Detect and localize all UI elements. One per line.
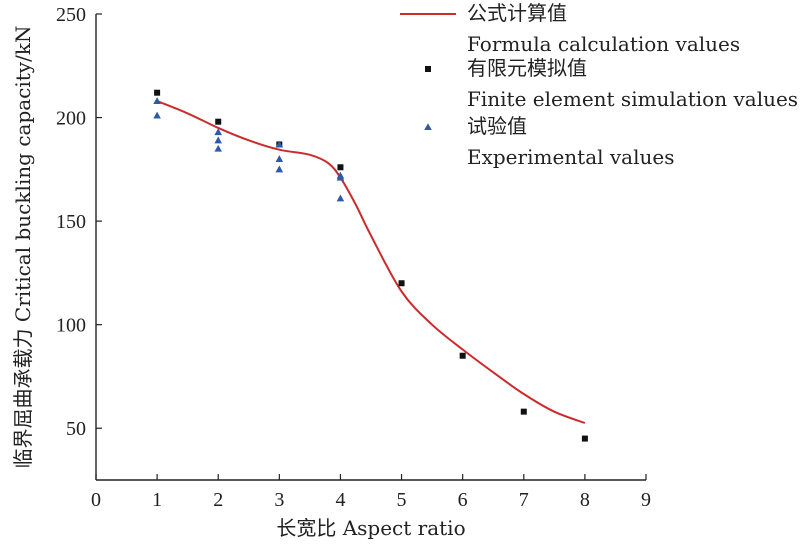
fem-point xyxy=(215,118,222,125)
experimental-point xyxy=(275,140,284,148)
x-tick-label: 9 xyxy=(641,489,651,511)
experimental-point xyxy=(214,136,223,144)
fem-point xyxy=(581,435,588,442)
x-tick-label: 3 xyxy=(274,489,284,511)
x-axis-title: 长宽比 Aspect ratio xyxy=(276,516,465,540)
fem-point xyxy=(337,164,344,171)
legend-label-zh: 试验值 xyxy=(467,114,527,138)
x-tick-label: 4 xyxy=(335,489,345,511)
x-tick-label: 8 xyxy=(580,489,590,511)
fem-point xyxy=(398,280,405,287)
y-tick-label: 250 xyxy=(56,4,86,26)
experimental-point xyxy=(275,155,284,163)
legend-label-en: Finite element simulation values xyxy=(467,87,798,111)
fem-point xyxy=(459,352,466,359)
experimental-point xyxy=(336,173,345,181)
x-tick-label: 5 xyxy=(397,489,407,511)
legend-experimental-swatch xyxy=(424,123,432,131)
y-tick-label: 50 xyxy=(66,418,86,440)
x-tick-label: 2 xyxy=(213,489,223,511)
experimental-point xyxy=(214,128,223,136)
y-tick-label: 150 xyxy=(56,211,86,233)
x-tick-label: 6 xyxy=(458,489,468,511)
experimental-point xyxy=(275,165,284,173)
fem-point xyxy=(154,89,161,96)
legend-label-zh: 有限元模拟值 xyxy=(467,56,587,80)
y-axis-title: 临界屈曲承载力 Critical buckling capacity/kN xyxy=(11,26,35,469)
legend-label-en: Experimental values xyxy=(467,145,674,169)
legend-fem-swatch xyxy=(425,66,431,72)
experimental-point xyxy=(214,144,223,152)
y-tick-label: 100 xyxy=(56,315,86,337)
formula-curve xyxy=(156,100,586,424)
legend-label-en: Formula calculation values xyxy=(467,32,740,56)
experimental-point xyxy=(153,97,161,105)
x-tick-label: 0 xyxy=(91,489,101,511)
experimental-point xyxy=(336,194,345,202)
y-tick-label: 200 xyxy=(56,108,86,130)
x-tick-label: 1 xyxy=(152,489,162,511)
fem-point xyxy=(520,408,527,415)
experimental-point xyxy=(153,111,161,119)
legend-label-zh: 公式计算值 xyxy=(467,1,567,25)
x-tick-label: 7 xyxy=(519,489,529,511)
